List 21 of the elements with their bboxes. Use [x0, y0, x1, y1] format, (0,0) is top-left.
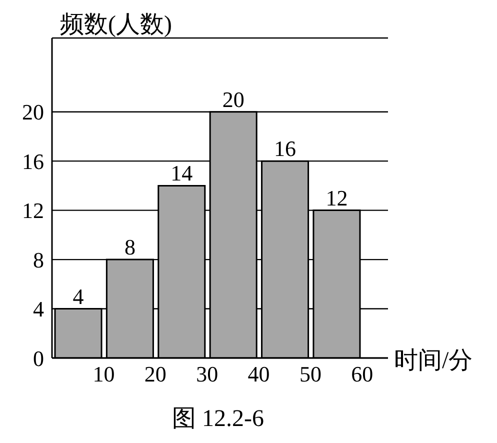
data-label: 4 — [72, 284, 84, 309]
x-tick-label: 20 — [144, 362, 166, 387]
caption: 图 12.2-6 — [171, 405, 265, 434]
y-tick-label: 4 — [33, 296, 44, 322]
x-axis-title: 时间/分 — [394, 347, 473, 376]
x-tick-label: 40 — [248, 362, 270, 387]
x-tick-label: 10 — [92, 362, 115, 387]
y-tick-label: 8 — [33, 247, 44, 272]
y-tick-label: 12 — [22, 198, 44, 224]
x-tick-label: 60 — [351, 362, 374, 387]
x-tick-label: 30 — [196, 362, 218, 387]
data-label: 8 — [124, 234, 136, 260]
x-tick-label: 50 — [299, 362, 322, 387]
y-tick-label: 16 — [22, 148, 44, 174]
y-tick-label: 0 — [33, 346, 44, 371]
y-axis-title: 频数(人数) — [60, 11, 172, 40]
y-tick-label: 20 — [22, 100, 44, 125]
data-label: 12 — [326, 185, 348, 210]
data-label: 20 — [222, 86, 244, 112]
data-label: 16 — [274, 136, 296, 162]
data-label: 14 — [170, 160, 193, 186]
